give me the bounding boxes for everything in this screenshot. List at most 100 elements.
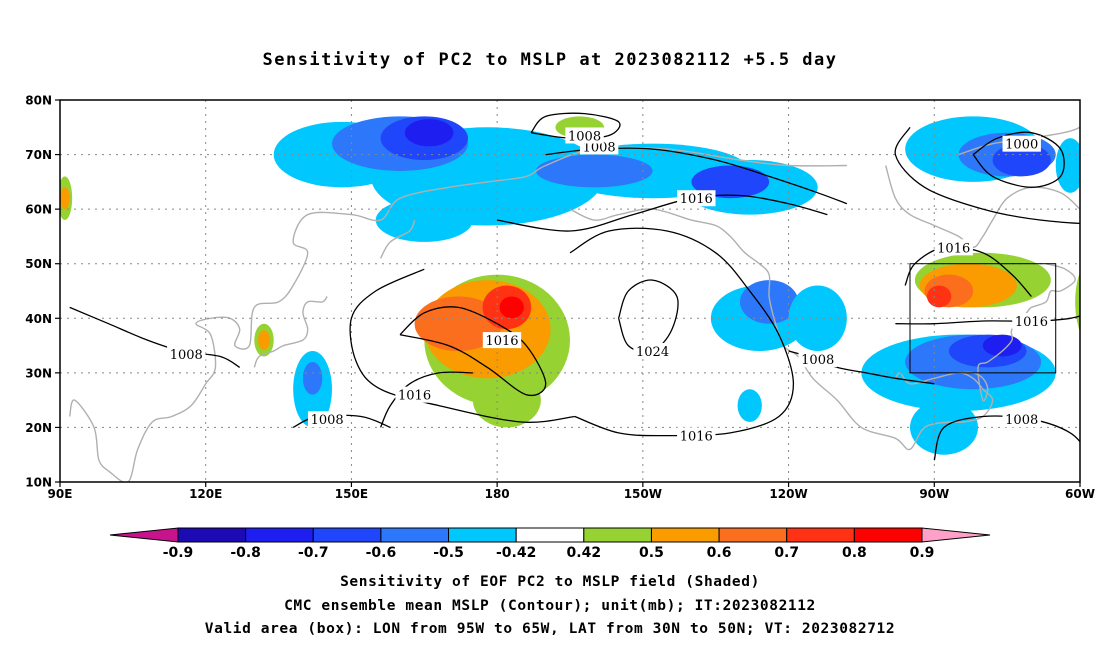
contour-label-bg-4	[482, 332, 522, 349]
shading-blob-24	[302, 361, 323, 395]
shading-blob-17	[737, 389, 762, 422]
colorbar-level-label-11: 0.9	[910, 545, 935, 561]
shading-blob-15	[740, 280, 799, 324]
valid-area-box	[909, 263, 1057, 374]
mslp-contour-7	[349, 268, 575, 423]
lon-tick-label-3: 180	[485, 487, 510, 501]
lat-tick-label-6: 20N	[25, 421, 52, 435]
mslp-contour-labels: 1008 1008 1016 1024 1016 1016 1016 1008 1008 1008…	[167, 127, 1100, 445]
figure-title: Sensitivity of PC2 to MSLP at 2023082112…	[262, 50, 838, 70]
coastline-8	[69, 399, 110, 472]
colorbar-level-label-5: -0.42	[496, 545, 536, 561]
contour-label-bg-12	[1012, 313, 1051, 330]
lon-tick-label-2: 150E	[335, 487, 368, 501]
colorbar-level-label-8: 0.6	[707, 545, 732, 561]
colorbar-swatch-4	[448, 527, 517, 543]
contour-label-8: 1008	[170, 348, 203, 363]
contour-label-3: 1024	[636, 345, 669, 360]
valid-area-rectangle	[909, 263, 1057, 374]
sensitivity-shading	[60, 116, 1100, 455]
mslp-contour-6	[569, 227, 795, 437]
colorbar-level-label-1: -0.8	[230, 545, 261, 561]
mslp-contour-13	[972, 131, 1065, 188]
shading-blob-21	[982, 334, 1022, 357]
lon-tick-label-0: 90E	[48, 487, 73, 501]
colorbar: -0.9 -0.8 -0.7 -0.6 -0.5 -0.42 0.42 0.5 0.6 0.7 0.…	[109, 527, 991, 561]
contour-label-2: 1016	[680, 192, 713, 207]
shading-blob-37	[1075, 271, 1080, 333]
shading-blob-12	[992, 143, 1051, 177]
colorbar-swatch-9	[786, 527, 855, 543]
shading-blob-32	[258, 330, 270, 350]
contour-label-bg-13	[1002, 135, 1041, 152]
colorbar-swatch-10	[853, 527, 923, 543]
lon-tick-label-6: 90W	[919, 487, 949, 501]
colorbar-level-label-3: -0.6	[366, 545, 397, 561]
contour-label-bg-1	[565, 127, 604, 144]
colorbar-low-arrow	[109, 527, 179, 543]
colorbar-level-label-6: 0.42	[567, 545, 602, 561]
colorbar-swatch-2	[312, 527, 382, 543]
shading-blob-30	[499, 296, 524, 319]
latitude-ticks: 80N 70N 60N 50N 40N 30N 20N 10N	[25, 94, 60, 490]
lon-tick-label-4: 150W	[624, 487, 662, 501]
colorbar-level-label-10: 0.8	[842, 545, 867, 561]
mslp-contour-8	[69, 306, 241, 368]
mslp-contours	[69, 110, 1080, 461]
colorbar-high-arrow	[921, 527, 991, 543]
contour-label-11: 1016	[937, 241, 970, 256]
colorbar-level-label-0: -0.9	[163, 545, 194, 561]
contour-label-bg-9	[307, 411, 347, 428]
colorbar-swatch-1	[245, 527, 314, 543]
lat-tick-label-5: 30N	[25, 366, 52, 380]
shading-blob-9	[404, 119, 454, 147]
contour-label-bg-3	[633, 343, 672, 360]
colorbar-swatch-6	[583, 527, 652, 543]
shading-blob-8	[691, 165, 770, 199]
mslp-contour-12	[895, 315, 1080, 325]
caption-contour: CMC ensemble mean MSLP (Contour); unit(m…	[284, 598, 816, 614]
colorbar-swatch-0	[177, 527, 247, 543]
lat-tick-label-0: 80N	[25, 94, 52, 108]
contour-label-bg-8	[167, 345, 206, 362]
caption-shaded: Sensitivity of EOF PC2 to MSLP field (Sh…	[340, 574, 760, 590]
mslp-contour-5	[380, 371, 473, 428]
contour-label-1: 1008	[568, 129, 601, 144]
contour-label-bg-10	[798, 351, 837, 368]
colorbar-level-label-7: 0.5	[639, 545, 664, 561]
contour-label-bg-15	[1002, 411, 1041, 428]
shading-blob-26	[472, 372, 541, 428]
colorbar-level-label-2: -0.7	[298, 545, 329, 561]
shading-blob-42	[60, 187, 70, 210]
contour-label-4: 1016	[485, 334, 518, 349]
contour-label-9: 1008	[311, 413, 344, 428]
contour-label-5: 1016	[680, 430, 713, 445]
coastline-1	[253, 296, 328, 368]
contour-label-12: 1016	[1015, 315, 1048, 330]
contour-label-15: 1008	[1005, 413, 1038, 428]
map-frame	[59, 99, 1081, 483]
lat-tick-label-7: 10N	[25, 476, 52, 490]
lon-tick-label-1: 120E	[189, 487, 222, 501]
contour-label-bg-14	[1090, 215, 1100, 231]
caption-valid-area: Valid area (box): LON from 95W to 65W, L…	[204, 621, 896, 637]
mslp-contour-14	[894, 110, 1080, 224]
contour-label-bg-5	[677, 427, 716, 444]
shading-blob-38	[1090, 269, 1100, 334]
map-gridlines	[60, 100, 1080, 482]
contour-label-13: 1000	[1005, 138, 1038, 153]
contour-label-14: 1008	[1093, 217, 1100, 232]
lon-tick-label-5: 120W	[769, 487, 807, 501]
lat-tick-label-2: 60N	[25, 203, 52, 217]
shading-blob-6	[536, 154, 653, 188]
mslp-contour-4	[399, 306, 547, 396]
coastline-4	[958, 263, 1076, 402]
lat-tick-label-4: 40N	[25, 312, 52, 326]
contour-label-bg-7	[395, 386, 434, 403]
contour-label-7: 1016	[398, 389, 431, 404]
colorbar-swatch-5	[515, 527, 585, 543]
coastline-0	[108, 146, 847, 482]
contour-label-bg-2	[677, 190, 716, 207]
shading-blob-4	[375, 198, 473, 242]
coastline-3	[569, 208, 994, 451]
